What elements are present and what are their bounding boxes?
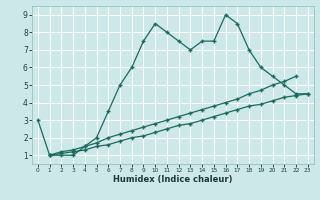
X-axis label: Humidex (Indice chaleur): Humidex (Indice chaleur) [113, 175, 233, 184]
